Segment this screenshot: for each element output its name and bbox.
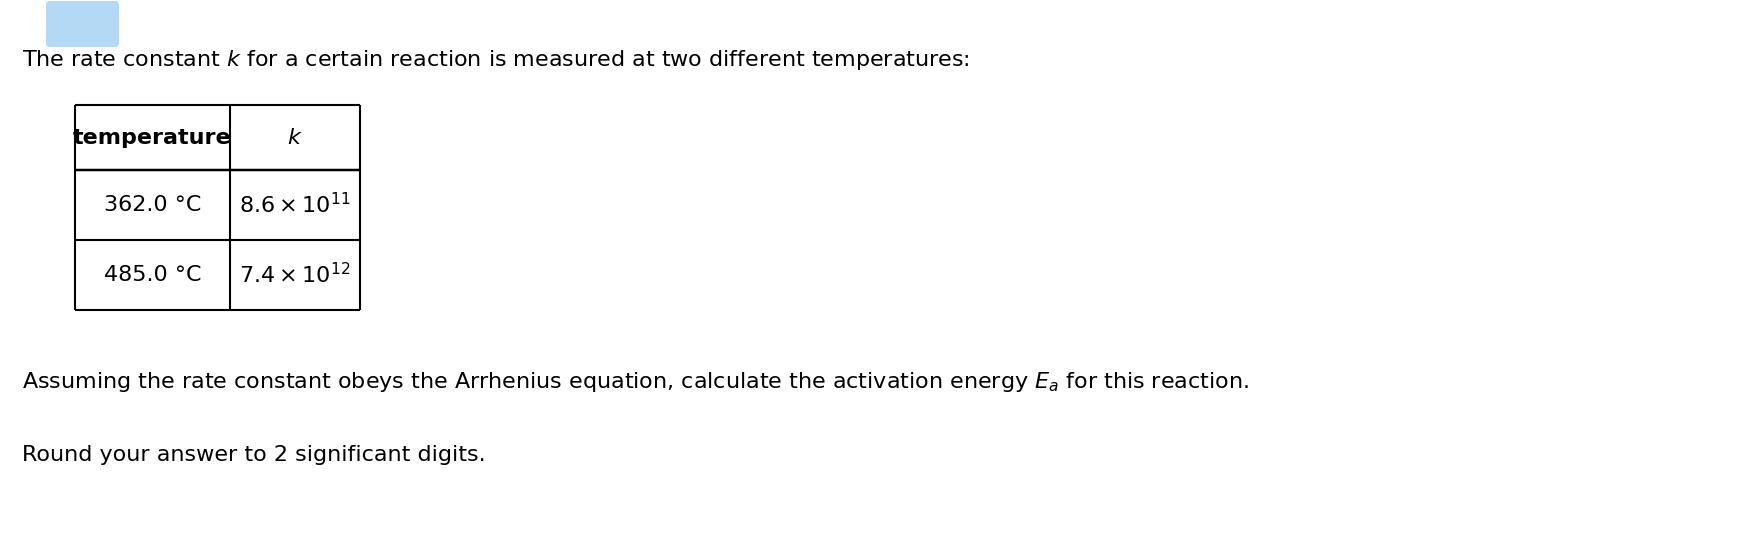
Text: Round your answer to 2 significant digits.: Round your answer to 2 significant digit…: [23, 445, 485, 465]
Text: $k$: $k$: [288, 128, 303, 147]
Text: Assuming the rate constant obeys the Arrhenius equation, calculate the activatio: Assuming the rate constant obeys the Arr…: [23, 370, 1249, 394]
Text: The rate constant $k$ for a certain reaction is measured at two different temper: The rate constant $k$ for a certain reac…: [23, 48, 970, 72]
FancyBboxPatch shape: [45, 1, 119, 47]
Text: 362.0 °C: 362.0 °C: [105, 195, 201, 215]
Text: $7.4 \times 10^{12}$: $7.4 \times 10^{12}$: [239, 262, 351, 288]
Text: $8.6 \times 10^{11}$: $8.6 \times 10^{11}$: [239, 192, 351, 218]
Text: 485.0 °C: 485.0 °C: [103, 265, 201, 285]
Text: temperature: temperature: [73, 128, 232, 147]
